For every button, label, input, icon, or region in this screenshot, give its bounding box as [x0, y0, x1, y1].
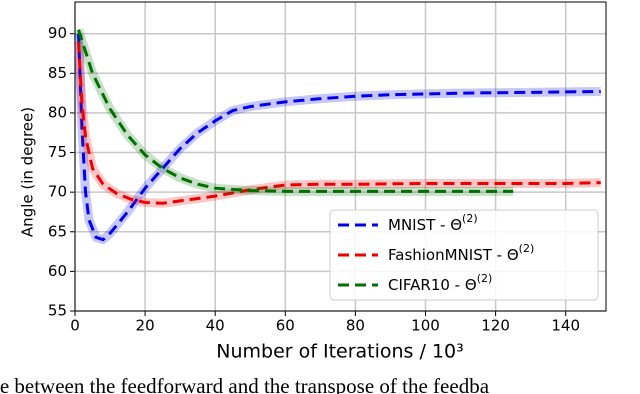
legend-label: FashionMNIST - Θ(2): [388, 242, 534, 264]
x-tick-label: 0: [70, 317, 80, 335]
x-tick-label: 40: [206, 317, 225, 335]
line: [77, 41, 601, 205]
legend-box: [329, 209, 599, 301]
y-tick-label: 60: [48, 262, 67, 280]
y-tick-label: 80: [48, 103, 67, 121]
x-tick-label: 80: [346, 317, 365, 335]
y-tick-label: 65: [48, 222, 67, 240]
x-tick-label: 140: [551, 317, 580, 335]
line-band: [74, 28, 514, 196]
y-axis-label: Angle (in degree): [19, 107, 37, 237]
y-tick-label: 70: [48, 183, 67, 201]
y-tick-label: 75: [48, 143, 67, 161]
x-tick-label: 100: [411, 317, 440, 335]
line: [77, 33, 601, 242]
legend-label: MNIST - Θ(2): [388, 212, 478, 234]
x-tick-label: 60: [276, 317, 295, 335]
x-axis-label: Number of Iterations / 10³: [216, 341, 463, 363]
x-tick-label: 120: [481, 317, 510, 335]
line-band: [74, 33, 601, 245]
y-tick-label: 85: [48, 64, 67, 82]
caption: le between the feedforward and the trans…: [0, 374, 490, 394]
line: [77, 29, 514, 193]
legend-label: CIFAR10 - Θ(2): [388, 272, 492, 294]
y-tick-label: 55: [48, 302, 67, 320]
x-tick-label: 20: [136, 317, 155, 335]
y-tick-label: 90: [48, 24, 67, 42]
plot-frame: [74, 1, 607, 312]
